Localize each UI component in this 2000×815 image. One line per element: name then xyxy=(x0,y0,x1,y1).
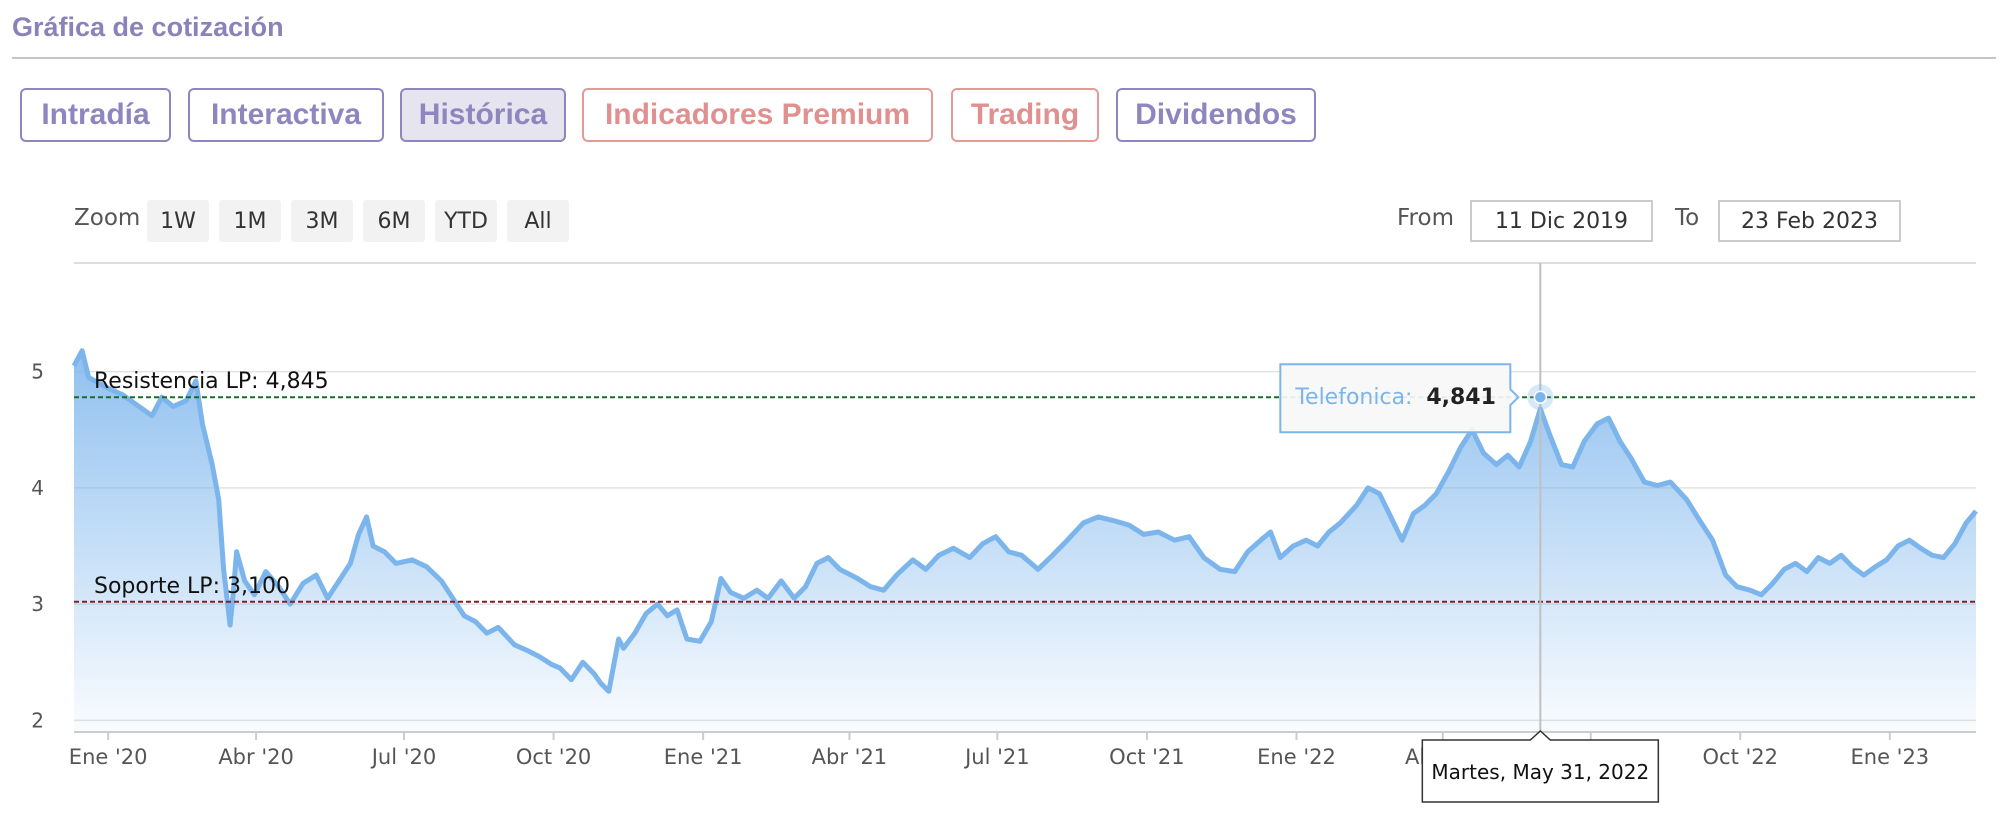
series-area xyxy=(74,350,1976,732)
crosshair xyxy=(1527,263,1554,732)
x-tick-label: Oct '20 xyxy=(516,745,591,769)
tooltip-series-name: Telefonica: xyxy=(1294,385,1412,410)
y-tick-label: 3 xyxy=(31,592,44,616)
zoom-label: Zoom xyxy=(74,205,141,231)
zoom-ytd-button[interactable]: YTD xyxy=(435,200,497,242)
tab-intradia[interactable]: Intradía xyxy=(20,88,171,142)
from-date-input[interactable]: 11 Dic 2019 xyxy=(1470,200,1653,242)
date-tooltip-label: Martes, May 31, 2022 xyxy=(1431,760,1649,784)
to-label: To xyxy=(1675,205,1700,231)
x-tick-label: Oct '22 xyxy=(1703,745,1778,769)
x-tick-label: Ene '22 xyxy=(1257,745,1336,769)
hover-marker xyxy=(1533,390,1548,404)
zoom-3m-button[interactable]: 3M xyxy=(291,200,353,242)
zoom-all-button[interactable]: All xyxy=(507,200,569,242)
zoom-1m-button[interactable]: 1M xyxy=(219,200,281,242)
x-tick-label: Ene '20 xyxy=(69,745,148,769)
title-divider xyxy=(12,57,1996,59)
tooltip: Telefonica: 4,841 Martes, May 31, 2022 xyxy=(1279,363,1660,803)
y-axis: 2 3 4 5 xyxy=(31,360,44,733)
level-label: Resistencia LP: 4,845 xyxy=(94,369,329,394)
level-label: Soporte LP: 3,100 xyxy=(94,574,290,599)
x-tick-label: Jul '21 xyxy=(963,745,1030,769)
tooltip-value: 4,841 xyxy=(1426,385,1496,410)
x-axis: Ene '20 Abr '20 Jul '20 Oct '20 Ene '21 Abr '… xyxy=(69,731,1976,769)
x-tick-label: Ene '23 xyxy=(1851,745,1930,769)
date-tooltip-box xyxy=(1421,729,1660,803)
tab-historica[interactable]: Histórica xyxy=(400,88,566,142)
level-lines: Resistencia LP: 4,845 Soporte LP: 3,100 xyxy=(74,369,1976,603)
x-tick-label: Abr '20 xyxy=(218,745,294,769)
x-tick-label: Ene '21 xyxy=(664,745,743,769)
zoom-6m-button[interactable]: 6M xyxy=(363,200,425,242)
series-line xyxy=(71,348,1978,694)
price-chart[interactable]: 2 3 4 5 Resistencia LP: 4,845 Soporte LP: 3,… xyxy=(0,255,2000,815)
tab-dividendos[interactable]: Dividendos xyxy=(1116,88,1316,142)
zoom-1w-button[interactable]: 1W xyxy=(147,200,209,242)
tab-interactiva[interactable]: Interactiva xyxy=(188,88,384,142)
to-date-input[interactable]: 23 Feb 2023 xyxy=(1718,200,1901,242)
tooltip-box xyxy=(1279,363,1520,434)
y-tick-label: 5 xyxy=(31,360,44,384)
x-tick-label: Oct '21 xyxy=(1109,745,1184,769)
from-label: From xyxy=(1397,205,1454,231)
tab-trading[interactable]: Trading xyxy=(951,88,1099,142)
x-tick-label: Abr '21 xyxy=(812,745,888,769)
tab-indicadores-premium[interactable]: Indicadores Premium xyxy=(582,88,933,142)
y-tick-label: 4 xyxy=(31,476,44,500)
y-tick-label: 2 xyxy=(31,708,44,732)
page-title: Gráfica de cotización xyxy=(12,12,284,42)
x-tick-label: Jul '20 xyxy=(370,745,437,769)
